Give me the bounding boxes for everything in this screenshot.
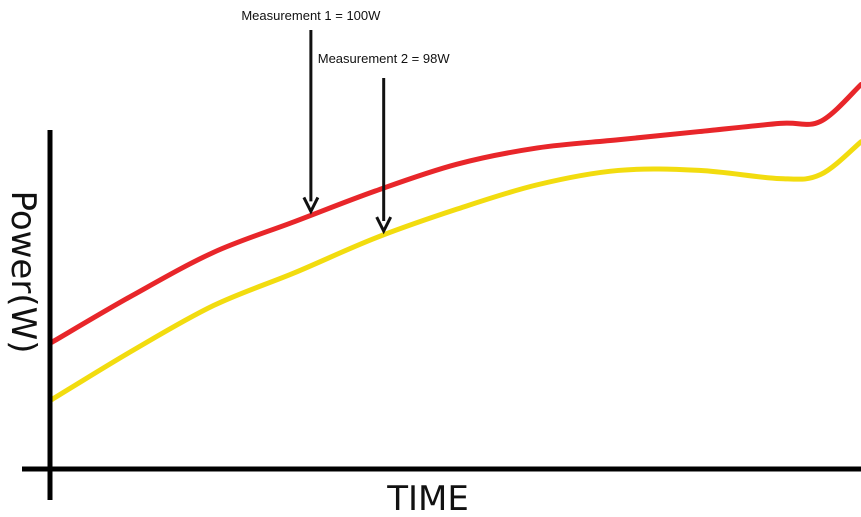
annotation-label-2: Measurement 2 = 98W: [318, 51, 451, 66]
y-axis-label: Power(W): [3, 191, 43, 354]
annotation-label-1: Measurement 1 = 100W: [241, 8, 381, 23]
x-axis-label: TIME: [386, 479, 469, 517]
annotation-layer: Measurement 1 = 100W Measurement 2 = 98W: [241, 8, 451, 235]
series-line-1: [49, 82, 861, 345]
series-line-2: [49, 139, 861, 402]
annotation-arrowhead-1: [302, 196, 320, 215]
annotation-arrowhead-2: [375, 216, 393, 235]
series-layer: [49, 82, 861, 402]
